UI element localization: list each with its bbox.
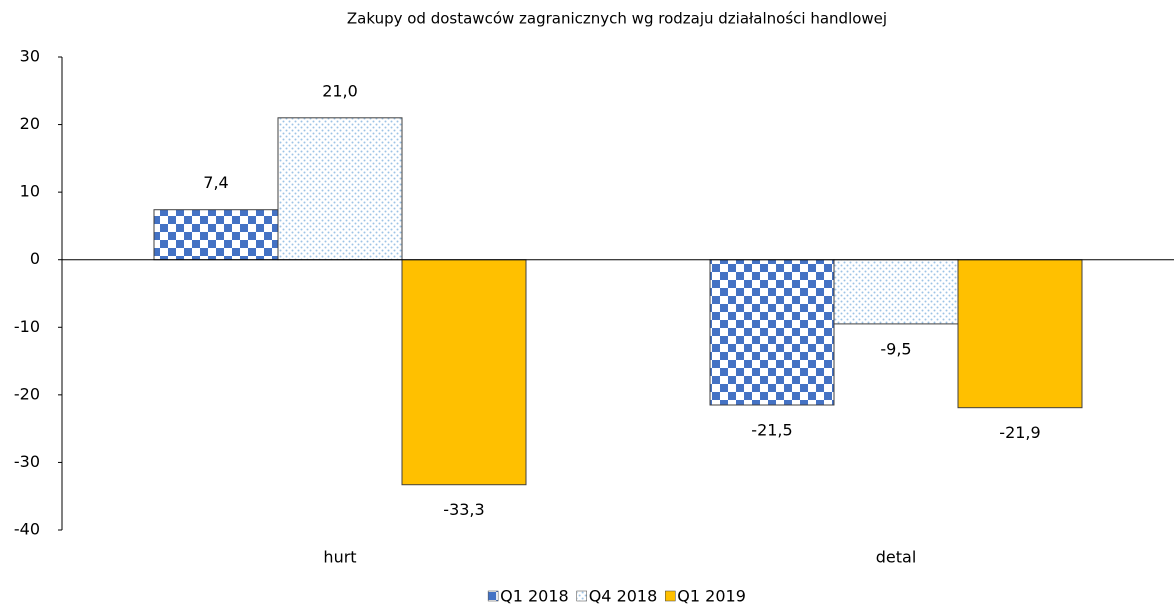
legend-label: Q1 2019 <box>677 587 746 606</box>
y-tick-label: 10 <box>20 182 40 201</box>
value-label: -9,5 <box>880 339 911 358</box>
y-tick-label: 30 <box>20 47 40 66</box>
x-tick-label: hurt <box>323 548 356 567</box>
legend-label: Q4 2018 <box>589 587 658 606</box>
legend-swatch <box>576 590 587 602</box>
legend-swatch <box>487 590 499 602</box>
bar <box>401 259 527 486</box>
value-label: -33,3 <box>443 500 484 519</box>
y-tick-label: 20 <box>20 114 40 133</box>
y-tick-label: -20 <box>14 384 40 403</box>
value-label: 21,0 <box>322 81 358 100</box>
value-label: -21,9 <box>999 423 1040 442</box>
chart-title: Zakupy od dostawców zagranicznych wg rod… <box>347 10 887 28</box>
bar <box>153 209 279 261</box>
y-tick-label: -10 <box>14 317 40 336</box>
value-label: -21,5 <box>751 420 792 439</box>
x-tick-label: detal <box>876 548 917 567</box>
legend-label: Q1 2018 <box>500 587 569 606</box>
legend: Q1 2018 Q4 2018 Q1 2019 <box>487 587 746 606</box>
bar <box>957 259 1083 409</box>
value-label: 7,4 <box>203 173 228 192</box>
bar <box>833 259 959 325</box>
legend-swatch <box>665 590 676 602</box>
bar <box>277 117 403 261</box>
bar <box>709 259 835 406</box>
y-tick-label: -30 <box>14 452 40 471</box>
y-tick-label: 0 <box>30 249 40 268</box>
y-tick-label: -40 <box>14 520 40 539</box>
